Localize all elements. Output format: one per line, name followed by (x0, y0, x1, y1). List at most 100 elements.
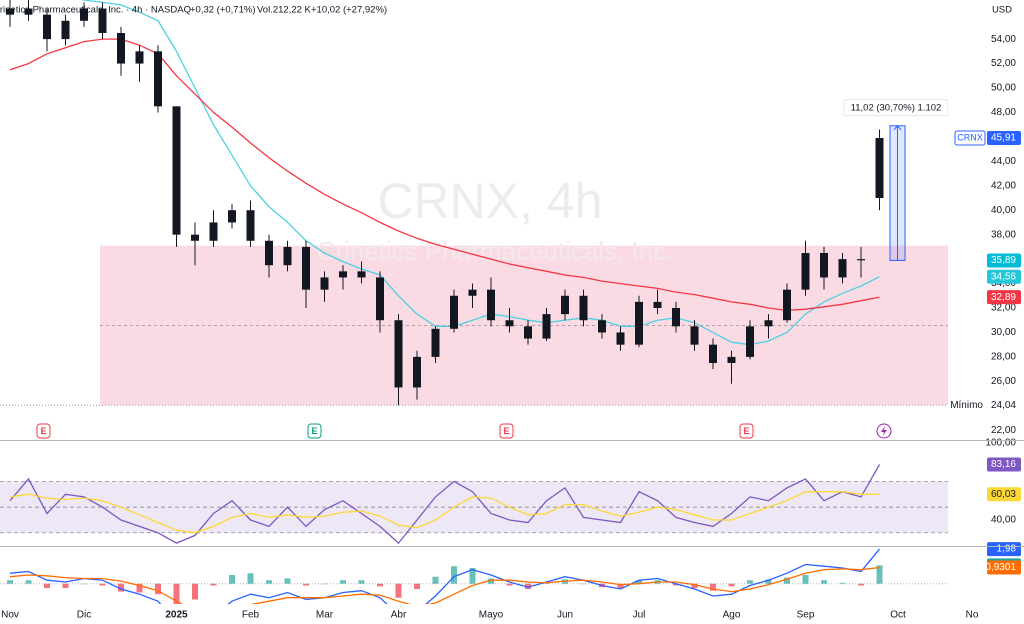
candle-body (431, 328, 440, 357)
x-tick-label: Sep (797, 610, 815, 621)
x-tick-label: Mar (316, 610, 334, 621)
candle-body (172, 106, 181, 235)
candle-body (265, 240, 273, 266)
histogram-bar (303, 583, 309, 586)
histogram-bar (192, 583, 198, 600)
histogram-bar (728, 583, 735, 587)
candle-body (820, 253, 828, 278)
candle-body (413, 356, 421, 388)
candle-body (838, 259, 847, 278)
histogram-bar (321, 583, 328, 585)
histogram-bar (839, 582, 846, 584)
candle-body (524, 326, 532, 339)
candle-body (228, 210, 236, 223)
histogram-bar (506, 583, 513, 586)
price-pane: CRNX, 4h Crinetics Pharmaceuticals, Inc.… (0, 0, 948, 406)
histogram-bar (284, 578, 291, 584)
x-tick-label: Mayo (479, 610, 504, 621)
price-marker (987, 398, 1021, 413)
histogram-bar (691, 583, 698, 589)
histogram-bar (488, 578, 494, 584)
series-line (9, 548, 881, 604)
histogram-bar (229, 574, 235, 584)
histogram-bar (821, 580, 827, 584)
currency: USD (992, 5, 1012, 16)
event-box (36, 423, 51, 439)
price-marker-label: 1,98 (997, 544, 1017, 555)
histogram-bar (395, 583, 402, 598)
candle-body (376, 277, 384, 321)
x-tick-label: Oct (890, 610, 906, 621)
x-tick-label: Abr (391, 610, 407, 621)
candle-body (154, 51, 162, 107)
candle-body (727, 356, 736, 363)
change: +0,32 (+0,71%) (190, 5, 256, 16)
y-tick-label: 48,00 (991, 107, 1016, 118)
series-line (9, 566, 880, 604)
candle-body (579, 295, 588, 321)
histogram-bar (25, 580, 32, 584)
price-marker (987, 560, 1021, 575)
y-tick-label: 52,00 (991, 58, 1016, 69)
histogram-bar (99, 583, 106, 586)
price-marker (987, 542, 1021, 557)
candle-body (690, 326, 699, 345)
x-tick-label: 2025 (165, 610, 188, 621)
x-tick-label: Ago (723, 610, 741, 621)
event-label: E (503, 426, 509, 436)
y-tick-label: 44,00 (991, 156, 1016, 167)
y-tick-label: 40,00 (991, 205, 1016, 216)
histogram-bar (765, 579, 772, 584)
marker-tag: Mínimo (950, 400, 983, 411)
histogram-bar (636, 580, 642, 584)
price-marker-label: 45,91 (991, 133, 1016, 144)
histogram-bar (469, 567, 476, 584)
x-tick-label: Jun (557, 610, 573, 621)
candle-body (24, 8, 33, 15)
candle-body (561, 295, 569, 315)
candle-body (80, 8, 88, 21)
histogram-bar (580, 583, 587, 585)
event-label: E (311, 426, 317, 436)
event-box (307, 423, 322, 439)
candle-body (635, 301, 643, 345)
candle-body (764, 320, 773, 327)
candle-body (43, 14, 51, 40)
price-marker-label: 24,04 (991, 400, 1016, 411)
y-tick-label: 28,00 (991, 352, 1016, 363)
candle-body (875, 137, 884, 198)
price-marker (987, 487, 1021, 502)
measure-label: 11,02 (30,70%) 1.102 (851, 102, 942, 113)
x-tick-label: Feb (242, 610, 260, 621)
histogram-bar (525, 583, 531, 589)
histogram-bar (710, 583, 716, 591)
candle-body (505, 320, 514, 327)
header: Crinetics Pharmaceuticals, Inc. · 4h · N… (0, 5, 1012, 16)
candle-body (283, 246, 292, 266)
histogram-bar (62, 583, 69, 589)
histogram-bar (377, 583, 383, 587)
candle-body (487, 289, 495, 321)
y-tick-label: 42,00 (991, 180, 1016, 191)
y-tick-label: 26,00 (991, 376, 1016, 387)
marker-tag: CRNX (957, 132, 983, 142)
macd-pane (0, 548, 948, 604)
candle-body (783, 289, 791, 321)
earnings-event: E (499, 423, 514, 439)
candle-body (209, 222, 218, 241)
candle-body (246, 210, 255, 241)
histogram-bar (210, 583, 217, 586)
histogram-bar (747, 580, 753, 584)
price-marker-label: 60,03 (991, 489, 1016, 500)
histogram-bar (340, 580, 346, 584)
price-marker-label: 32,89 (991, 292, 1016, 303)
candle-body (542, 314, 551, 339)
y-tick-label: 32,00 (991, 303, 1016, 314)
earnings-event: E (307, 423, 322, 439)
histogram-bar (358, 580, 365, 584)
histogram-bar (858, 583, 864, 586)
event-label: E (40, 426, 46, 436)
histogram-bar (414, 583, 420, 589)
candle-body (394, 320, 403, 388)
candle-body (61, 20, 70, 40)
